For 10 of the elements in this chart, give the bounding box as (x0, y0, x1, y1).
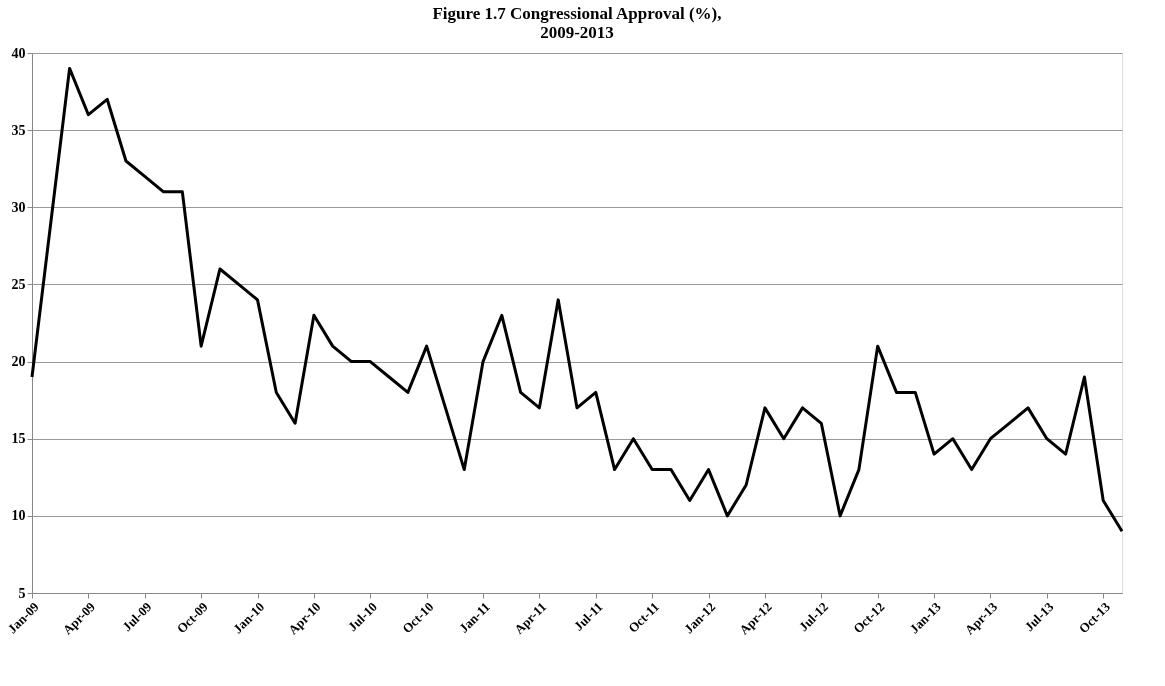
y-tick-label: 35 (11, 122, 26, 138)
chart-title: Figure 1.7 Congressional Approval (%), 2009-2013 (432, 4, 722, 42)
y-tick-label: 15 (11, 431, 26, 447)
y-tick-label: 10 (11, 508, 26, 524)
y-tick-label: 25 (11, 276, 26, 292)
y-tick-label: 30 (11, 199, 26, 215)
y-tick-label: 20 (11, 354, 26, 370)
y-tick-label: 40 (11, 45, 26, 61)
line-series (30, 66, 1124, 533)
y-tick-label: 5 (18, 585, 26, 601)
